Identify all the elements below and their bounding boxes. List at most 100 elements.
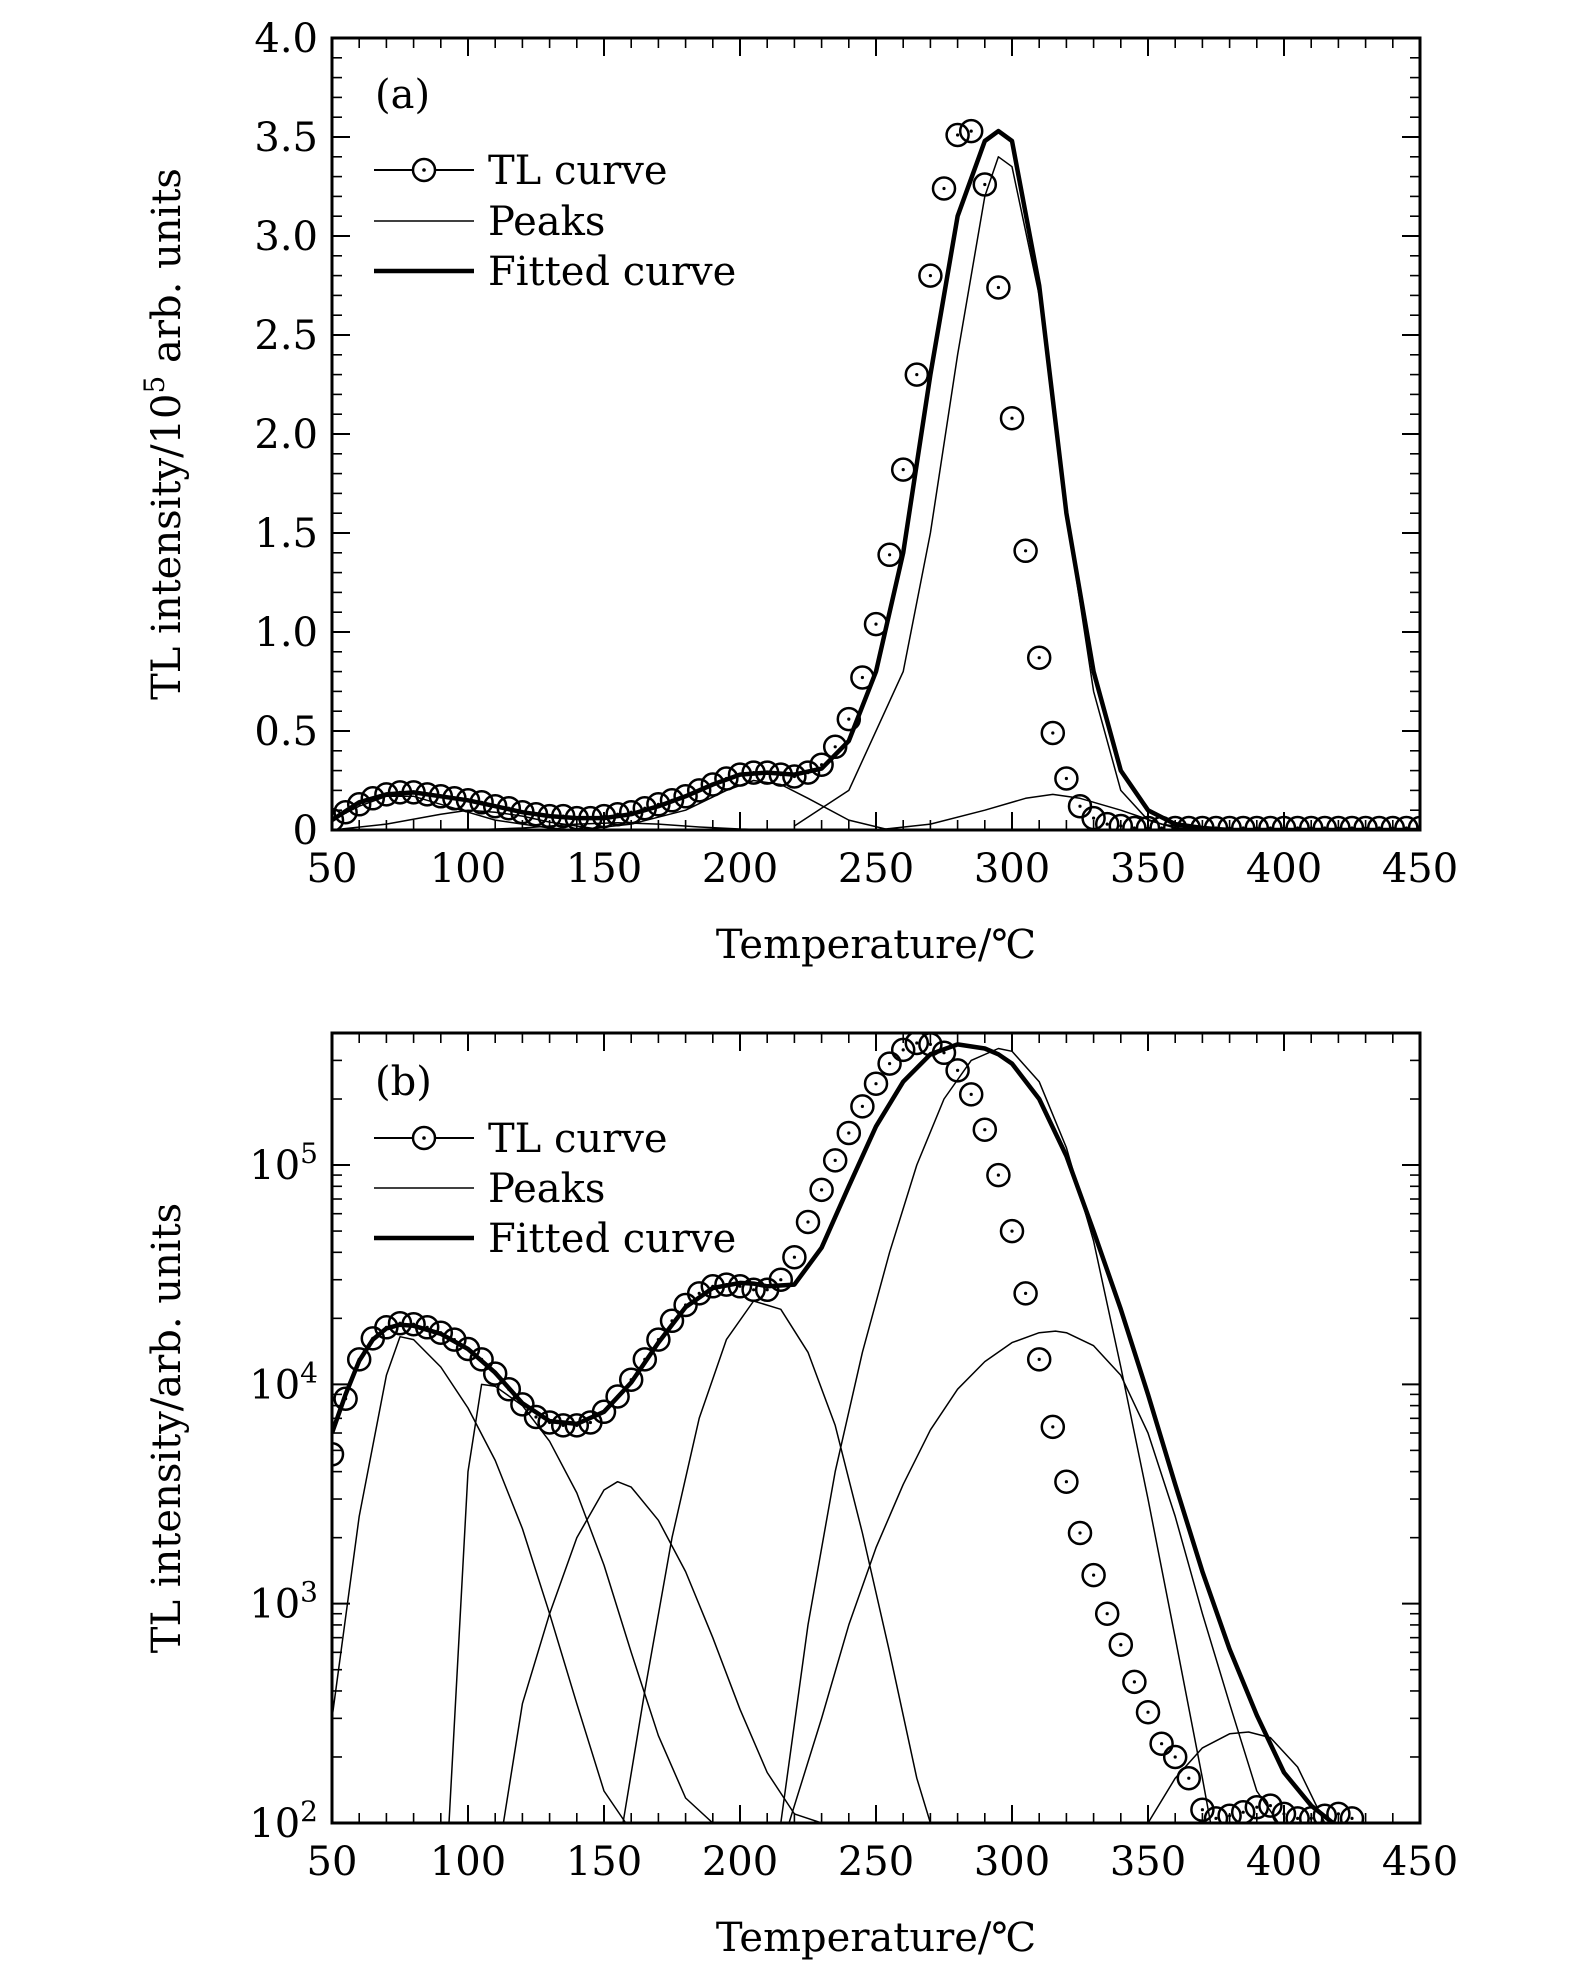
panel-a-x-tick-label: 250 — [838, 846, 914, 892]
panel-b-y-tick-exponent: 4 — [300, 1356, 318, 1389]
panel-a-tl-point-center — [915, 373, 919, 377]
panel-b-tl-point — [809, 1177, 834, 1203]
panel-a-tl-point — [1054, 766, 1079, 791]
panel-b-tl-point-center — [1037, 1357, 1041, 1361]
legend-b-tl-curve-sample — [374, 1125, 474, 1151]
panel-a-y-tick-label: 4.0 — [254, 16, 318, 62]
panel-a-tl-point — [1040, 720, 1066, 746]
panel-b-tl-point — [1135, 1699, 1161, 1725]
panel-a-tl-point-center — [575, 816, 579, 820]
legend-b-peaks-label: Peaks — [488, 1166, 605, 1212]
panel-a-tl-point — [1380, 815, 1406, 830]
panel-b-tl-point-center — [820, 1188, 824, 1192]
panel-a-tl-point-center — [1092, 816, 1096, 820]
panel-b-tl-point — [1094, 1601, 1120, 1626]
panel-b-y-tick-exponent: 5 — [300, 1137, 318, 1170]
panel-b-tl-point-center — [779, 1278, 783, 1282]
panel-b-tl-point-center — [792, 1255, 797, 1259]
panel-a-tl-point-center — [901, 468, 905, 472]
panel-b-tl-point-center — [452, 1338, 456, 1342]
panel-a-y-tick-label: 1.5 — [254, 511, 318, 557]
panel-b-x-axis-title: Temperature/℃ — [716, 1915, 1036, 1961]
panel-b-tl-point — [591, 1399, 617, 1425]
panel-b-peak-curve-6 — [788, 1330, 1280, 1823]
panel-a-tl-point-center — [888, 553, 892, 557]
panel-b-tl-point-center — [534, 1415, 538, 1419]
panel-a-tl-point — [1407, 815, 1420, 830]
panel-a-tl-point — [1366, 815, 1392, 830]
legend-a-peaks-label: Peaks — [488, 199, 605, 245]
panel-a-tl-point-center — [1037, 656, 1041, 660]
panel-b-tl-point — [700, 1274, 726, 1299]
panel-b-tl-point — [333, 1386, 358, 1411]
panel-a-tl-point-center — [1105, 822, 1109, 826]
panel-a-tl-point-center — [452, 796, 456, 800]
panel-b-tl-point-center — [575, 1423, 579, 1427]
panel-b-tl-point-center — [901, 1048, 905, 1052]
panel-a-tl-point — [401, 780, 426, 805]
panel-b-x-tick-label: 350 — [1110, 1839, 1186, 1885]
legend-a-fitted-curve-label: Fitted curve — [488, 249, 736, 295]
panel-b-tl-point-center — [1296, 1816, 1300, 1820]
panel-a-tl-point — [523, 801, 549, 827]
legend-a-tl-curve-label: TL curve — [488, 148, 668, 194]
panel-b-tl-point — [374, 1315, 399, 1340]
panel-a-fitted-curve — [332, 128, 1420, 830]
panel-a-tl-point-center — [561, 814, 565, 818]
panel-a-x-tick-label: 350 — [1110, 846, 1186, 892]
panel-a-tl-point-center — [588, 816, 593, 820]
panel-b-tl-point — [1203, 1806, 1229, 1823]
panel-a-tl-point — [1108, 813, 1134, 830]
panel-b-tl-point-center — [969, 1092, 973, 1096]
panel-a-tl-point-center — [779, 773, 783, 777]
panel-b-tl-point-center — [1078, 1531, 1082, 1535]
panel-b-tl-point — [428, 1320, 454, 1345]
panel-b-tl-point-center — [1173, 1755, 1177, 1759]
panel-b-tl-point-center — [1200, 1808, 1204, 1812]
legend-a-tl-curve-sample — [374, 157, 474, 183]
panel-b-x-tick-label: 300 — [974, 1839, 1050, 1885]
panel-b-tl-point-center — [588, 1420, 593, 1425]
panel-a-tl-point — [1244, 815, 1270, 830]
panel-a-tl-point-center — [507, 806, 511, 810]
panel-a-tl-point — [469, 790, 494, 815]
panel-a-tl-point — [1230, 815, 1256, 830]
chart-panel-a: 50 100 150 200 250 300 350 400 450 0 0.5 1.0 1.5 2.0 2… — [138, 16, 1458, 968]
panel-a-tl-point — [605, 801, 630, 827]
panel-b-tl-point — [1122, 1669, 1147, 1695]
panel-b-tl-point-center — [520, 1402, 525, 1406]
panel-a-tl-point-center — [1051, 731, 1055, 735]
panel-b-tl-point-center — [752, 1288, 756, 1292]
panel-b-tl-point-center — [480, 1357, 484, 1361]
panel-b-tl-point-center — [874, 1082, 878, 1086]
panel-a-x-tick-label: 50 — [307, 846, 358, 892]
panel-b-tl-point — [863, 1071, 889, 1096]
panel-b-tl-point — [387, 1310, 413, 1336]
panel-a-tl-point-center — [466, 798, 470, 802]
panel-b-tl-point-center — [656, 1338, 661, 1342]
panel-b-tl-point-center — [371, 1336, 375, 1340]
panel-a-y-tick-label: 0.5 — [254, 709, 318, 755]
panel-b-tl-point — [714, 1272, 739, 1297]
panel-b-tl-point — [1258, 1793, 1283, 1818]
panel-b-y-tick-label: 102 — [249, 1795, 318, 1847]
panel-a-tl-point — [455, 788, 481, 813]
panel-a-x-tick-label: 150 — [566, 846, 642, 892]
panel-b-tl-point — [496, 1376, 522, 1402]
panel-a-tl-point — [1026, 645, 1052, 670]
panel-b-tl-point — [1081, 1562, 1106, 1588]
panel-b-tl-point — [1326, 1801, 1351, 1823]
panel-a-tl-point — [332, 807, 345, 830]
panel-b-tl-point — [945, 1058, 970, 1083]
panel-b-tl-point-center — [425, 1325, 429, 1329]
panel-a-y-axis-title: TL intensity/105 arb. units — [138, 168, 190, 700]
panel-a-tl-point-center — [643, 806, 647, 810]
panel-a-tl-point-center — [792, 774, 797, 779]
panel-b-legend: TL curve Peaks Fitted curve — [374, 1116, 736, 1262]
panel-b-tl-point — [537, 1410, 562, 1435]
panel-b-peak-curve-1 — [332, 1335, 627, 1823]
panel-b-tl-point-center — [1323, 1814, 1327, 1818]
panel-a-y-tick-label: 3.0 — [254, 214, 318, 260]
